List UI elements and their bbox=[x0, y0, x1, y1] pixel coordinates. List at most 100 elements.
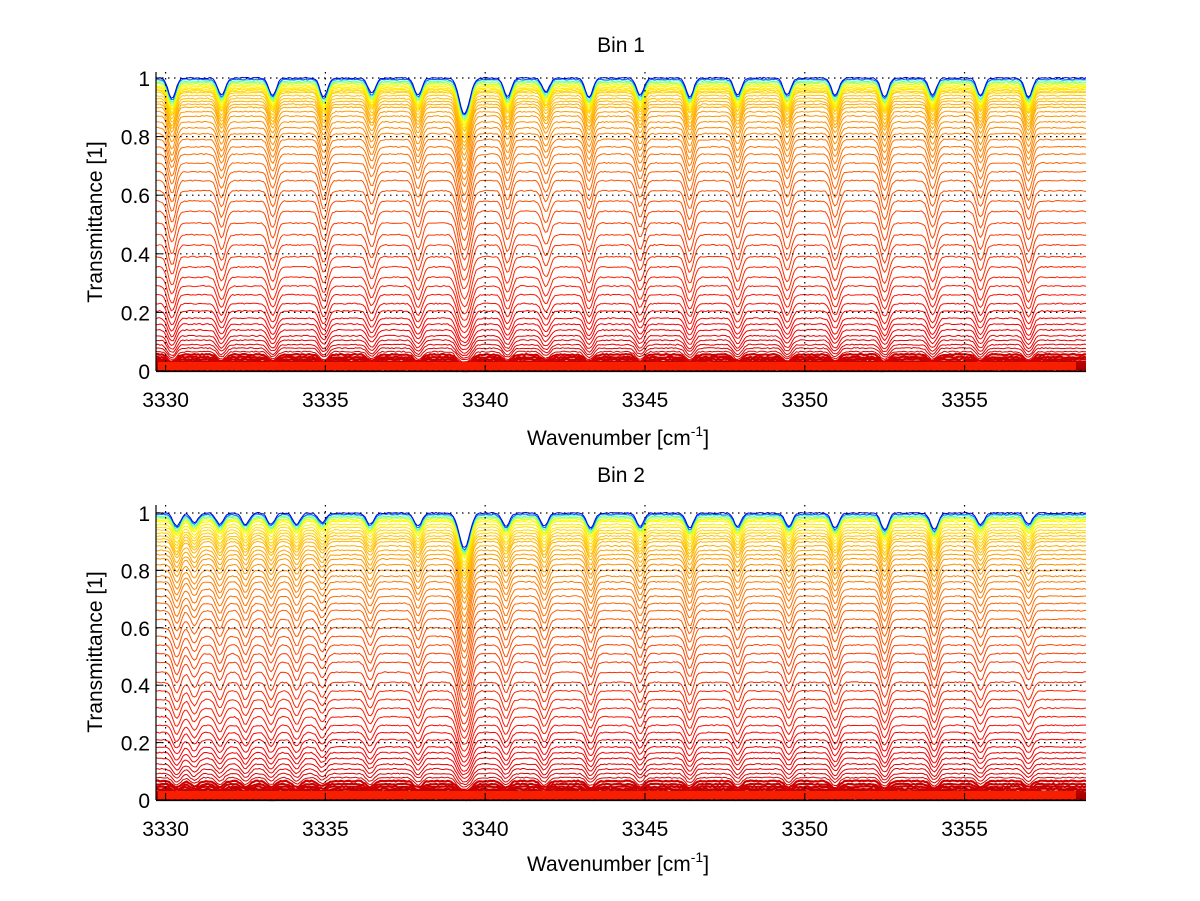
spectrum-line bbox=[156, 776, 1086, 790]
spectrum-line bbox=[156, 85, 1086, 125]
plot-area bbox=[156, 511, 1086, 802]
spectrum-line bbox=[156, 595, 1086, 645]
x-tick-labels: 3330 3335 3340 3345 3350 3355 bbox=[142, 389, 988, 412]
spectrum-line bbox=[156, 635, 1086, 685]
spectrum-line bbox=[156, 309, 1086, 339]
spectrum-line bbox=[156, 120, 1086, 167]
spectrum-line bbox=[156, 233, 1086, 281]
spectrum-line bbox=[156, 350, 1086, 363]
spectrum-line bbox=[156, 317, 1086, 344]
spectrum-line bbox=[156, 189, 1086, 241]
spectrum-line bbox=[156, 339, 1086, 357]
spectrum-line bbox=[156, 652, 1086, 701]
x-tick-label: 3330 bbox=[142, 818, 189, 841]
spectrum-line bbox=[156, 302, 1086, 334]
spectrum-line bbox=[156, 626, 1086, 677]
y-tick-label: 0.8 bbox=[121, 560, 150, 583]
spectrum-line bbox=[156, 557, 1086, 604]
spectrum-line bbox=[156, 513, 1086, 551]
spectrum-line bbox=[156, 343, 1086, 359]
spectrum-line bbox=[156, 602, 1086, 653]
x-axis-label-main: Wavenumber [cm bbox=[527, 427, 691, 450]
spectrum-line bbox=[156, 751, 1086, 776]
spectrum-line bbox=[156, 532, 1086, 574]
spectrum-line bbox=[156, 661, 1086, 709]
spectrum-line bbox=[156, 347, 1086, 361]
x-axis-label-suffix: ] bbox=[703, 853, 709, 876]
spectrum-line bbox=[156, 534, 1086, 577]
spectrum-line bbox=[156, 745, 1086, 772]
spectrum-line bbox=[156, 575, 1086, 624]
spectrum-line bbox=[156, 115, 1086, 161]
spectrum-line bbox=[156, 161, 1086, 213]
axes bbox=[155, 505, 1086, 802]
spectrum-line bbox=[156, 284, 1086, 321]
spectrum-line bbox=[156, 265, 1086, 308]
spectrum-line bbox=[156, 772, 1086, 788]
spectrum-line bbox=[156, 126, 1086, 174]
spectrum-line bbox=[156, 537, 1086, 580]
spectrum-line bbox=[156, 782, 1086, 795]
spectrum-line bbox=[156, 352, 1086, 365]
spectrum-line bbox=[156, 243, 1086, 290]
spectrum-line bbox=[156, 738, 1086, 767]
spectrum-line bbox=[156, 91, 1086, 133]
spectrum-line bbox=[156, 529, 1086, 570]
y-tick-label: 0 bbox=[138, 361, 150, 384]
spectrum-line bbox=[156, 334, 1086, 354]
spectrum-line bbox=[156, 671, 1086, 717]
chart-title: Bin 2 bbox=[597, 464, 645, 487]
x-axis-label-superscript: -1 bbox=[691, 423, 704, 439]
x-tick-label: 3355 bbox=[941, 389, 988, 412]
x-tick-label: 3355 bbox=[941, 818, 988, 841]
x-tick-label: 3350 bbox=[781, 818, 828, 841]
y-tick-label: 1 bbox=[138, 68, 150, 91]
spectrum-line bbox=[156, 523, 1086, 564]
spectrum-line bbox=[156, 549, 1086, 594]
spectrum-line bbox=[156, 84, 1086, 123]
spectrum-line bbox=[156, 588, 1086, 638]
x-axis-label: Wavenumber [cm-1] bbox=[527, 849, 709, 876]
spectrum-line bbox=[156, 153, 1086, 204]
spectrum-line bbox=[156, 563, 1086, 611]
spectrum-line bbox=[156, 100, 1086, 143]
spectrum-line bbox=[156, 569, 1086, 618]
spectrum-line bbox=[156, 103, 1086, 147]
y-tick-label: 1 bbox=[138, 503, 150, 526]
y-tick-label: 0.8 bbox=[121, 127, 150, 150]
x-axis-label-superscript: -1 bbox=[691, 849, 704, 865]
x-tick-label: 3340 bbox=[462, 389, 509, 412]
y-axis-label: Transmittance [1] bbox=[84, 571, 107, 732]
axes bbox=[155, 72, 1086, 373]
spectrum-line bbox=[156, 94, 1086, 136]
saturated-band bbox=[158, 791, 1076, 799]
y-axis-label: Transmittance [1] bbox=[84, 141, 107, 302]
spectrum-line bbox=[156, 81, 1086, 120]
x-tick-label: 3330 bbox=[142, 389, 189, 412]
spectrum-line bbox=[156, 580, 1086, 630]
saturated-band bbox=[158, 362, 1076, 370]
spectrum-line bbox=[156, 757, 1086, 779]
spectrum-line bbox=[156, 179, 1086, 230]
spectrum-line bbox=[156, 724, 1086, 758]
spectrum-line bbox=[156, 323, 1086, 347]
spectrum-line bbox=[156, 544, 1086, 590]
spectrum-line bbox=[156, 255, 1086, 300]
spectrum-line bbox=[156, 707, 1086, 745]
spectrum-line bbox=[156, 644, 1086, 692]
x-axis-label-main: Wavenumber [cm bbox=[527, 853, 691, 876]
spectrum-line bbox=[156, 145, 1086, 196]
spectrum-line bbox=[156, 763, 1086, 783]
x-tick-label: 3335 bbox=[302, 818, 349, 841]
spectrum-line bbox=[156, 97, 1086, 139]
spectrum-line bbox=[156, 82, 1086, 121]
spectrum-line bbox=[156, 689, 1086, 733]
spectrum-line bbox=[156, 87, 1086, 127]
y-tick-label: 0 bbox=[138, 790, 150, 813]
spectrum-line bbox=[156, 132, 1086, 181]
spectrum-line bbox=[156, 90, 1086, 131]
x-tick-label: 3345 bbox=[622, 389, 669, 412]
y-tick-labels: 0 0.2 0.4 0.6 0.8 1 bbox=[121, 68, 151, 384]
plot-area bbox=[156, 76, 1086, 373]
